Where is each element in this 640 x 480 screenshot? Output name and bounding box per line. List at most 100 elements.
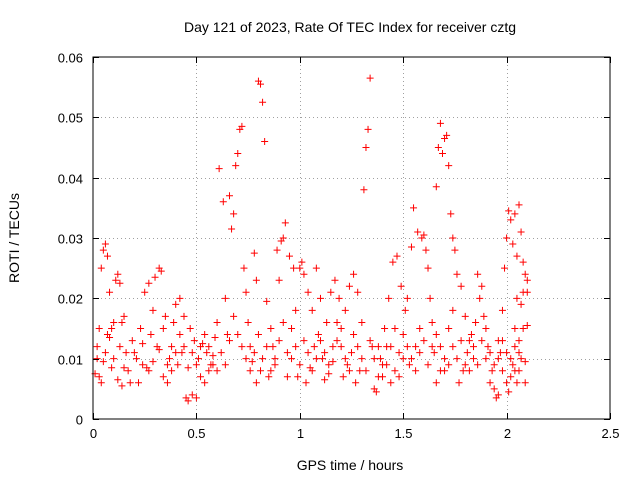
data-point [395, 349, 403, 357]
data-point [451, 246, 459, 254]
data-point [242, 288, 250, 296]
data-point [180, 312, 188, 320]
data-point [424, 361, 432, 369]
data-point [172, 300, 180, 308]
data-point [393, 252, 401, 260]
data-point [308, 306, 316, 314]
data-point [225, 192, 233, 200]
data-point [362, 367, 370, 375]
data-point [370, 355, 378, 363]
data-point [302, 379, 310, 387]
data-point [372, 388, 380, 396]
data-point [190, 337, 198, 345]
data-point [312, 264, 320, 272]
data-point [341, 306, 349, 314]
data-point [139, 340, 147, 348]
data-point [395, 373, 403, 381]
data-point [360, 186, 368, 194]
data-point [374, 343, 382, 351]
y-tick-label: 0.02 [58, 292, 83, 307]
data-point [517, 300, 525, 308]
data-point [137, 325, 145, 332]
data-point [99, 246, 107, 254]
data-point [232, 162, 240, 170]
data-point [201, 331, 209, 339]
data-point [250, 349, 258, 357]
data-point [209, 361, 217, 369]
data-point [515, 337, 523, 345]
data-point [507, 355, 515, 363]
x-tick-label: 2 [504, 426, 511, 441]
data-point [391, 367, 399, 375]
data-point [316, 337, 324, 345]
data-point [292, 306, 300, 314]
data-point [461, 312, 469, 320]
data-point [281, 219, 289, 227]
data-point [314, 331, 322, 339]
data-point [197, 373, 205, 381]
data-point [486, 379, 494, 387]
data-point [217, 349, 225, 357]
data-point [213, 318, 221, 326]
data-point [230, 312, 238, 320]
y-tick-label: 0.03 [58, 232, 83, 247]
data-point [381, 325, 389, 332]
data-point [490, 361, 498, 369]
data-point [511, 367, 519, 375]
data-point [498, 367, 506, 375]
data-point [445, 325, 453, 332]
data-point [312, 355, 320, 363]
data-point [139, 361, 147, 369]
data-point [234, 331, 242, 339]
data-point [246, 367, 254, 375]
data-point [110, 318, 118, 326]
data-point [509, 361, 517, 369]
data-point [213, 367, 221, 375]
data-point [507, 373, 515, 381]
data-point [333, 337, 341, 345]
data-point [432, 331, 440, 339]
data-point [97, 264, 105, 272]
data-point [449, 306, 457, 314]
data-point [391, 325, 399, 332]
data-point [223, 331, 231, 339]
data-point [209, 352, 217, 360]
data-point [478, 282, 486, 290]
data-point [110, 355, 118, 363]
data-point [186, 325, 194, 332]
data-point [412, 367, 420, 375]
data-point [445, 162, 453, 170]
data-point [252, 276, 260, 284]
data-point [517, 228, 525, 236]
data-point [118, 382, 126, 390]
data-point [118, 318, 126, 326]
data-point [461, 361, 469, 369]
data-point [511, 325, 519, 332]
data-point [310, 343, 318, 351]
x-tick-label: 1 [297, 426, 304, 441]
data-point [331, 276, 339, 284]
data-point [366, 74, 374, 82]
data-point [114, 376, 122, 384]
data-point [215, 165, 223, 173]
data-point [321, 376, 329, 384]
data-point [271, 355, 279, 363]
data-point [283, 373, 291, 381]
data-point [432, 379, 440, 387]
data-point [275, 276, 283, 284]
data-point [288, 355, 296, 363]
data-point [159, 373, 167, 381]
data-point [327, 288, 335, 296]
data-point [184, 364, 192, 372]
data-point [321, 349, 329, 357]
data-point [436, 119, 444, 127]
data-point [134, 379, 142, 387]
data-point [238, 122, 246, 130]
data-point [416, 349, 424, 357]
data-point [441, 355, 449, 363]
data-point [407, 243, 415, 251]
data-point [519, 325, 527, 332]
data-point [329, 358, 337, 366]
x-tick-label: 1.5 [394, 426, 412, 441]
data-point [513, 252, 521, 260]
